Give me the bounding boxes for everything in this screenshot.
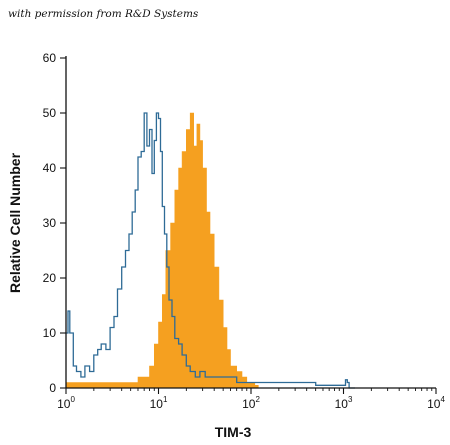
stained-histogram: [65, 112, 260, 389]
x-tick-label: 104: [427, 395, 445, 411]
y-tick-label: 30: [43, 216, 57, 230]
control-histogram-outline: [66, 112, 355, 389]
ticks-layer: 0 10 20 30 40 50 60 100 101 102 103 104: [43, 51, 446, 411]
y-tick-label: 60: [43, 51, 57, 65]
y-tick-label: 40: [43, 161, 57, 175]
x-axis-title: TIM-3: [215, 424, 252, 440]
y-tick-label: 50: [43, 106, 57, 120]
series-layer: [65, 112, 355, 389]
x-tick-label: 101: [150, 395, 168, 411]
axes-layer: [65, 56, 436, 389]
y-axis-title: Relative Cell Number: [7, 152, 23, 293]
x-tick-label: 102: [242, 395, 260, 411]
x-tick-label: 100: [57, 395, 75, 411]
y-tick-label: 0: [49, 381, 56, 395]
y-tick-label: 10: [43, 326, 57, 340]
x-tick-label: 103: [335, 395, 353, 411]
credit-text: with permission from R&D Systems: [8, 8, 199, 20]
y-tick-label: 20: [43, 271, 57, 285]
